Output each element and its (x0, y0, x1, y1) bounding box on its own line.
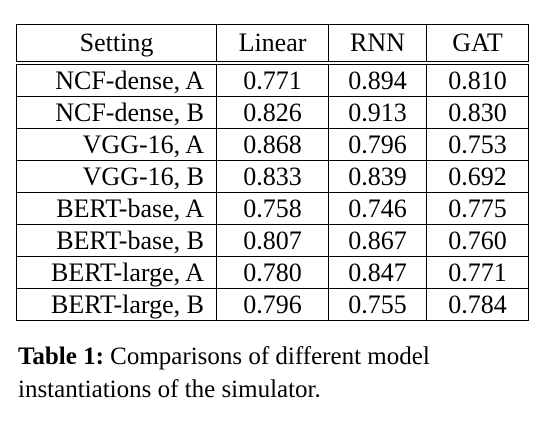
setting-cell: BERT-base, B (16, 224, 217, 257)
value-cell: 0.839 (328, 160, 427, 193)
table-row: VGG-16, B 0.833 0.839 0.692 (16, 160, 529, 193)
setting-cell: VGG-16, A (16, 128, 217, 161)
table-row: BERT-large, B 0.796 0.755 0.784 (16, 288, 529, 321)
header-linear: Linear (216, 24, 329, 65)
value-cell: 0.796 (328, 128, 427, 161)
table-row: BERT-base, B 0.807 0.867 0.760 (16, 224, 529, 257)
value-cell: 0.894 (328, 62, 427, 97)
value-cell: 0.796 (216, 288, 329, 321)
table-caption: Table 1: Comparisons of different model … (18, 340, 530, 406)
value-cell: 0.780 (216, 256, 329, 289)
value-cell: 0.868 (216, 128, 329, 161)
setting-cell: NCF-dense, B (16, 96, 217, 129)
table-row: BERT-base, A 0.758 0.746 0.775 (16, 192, 529, 225)
value-cell: 0.771 (426, 256, 529, 289)
setting-cell: BERT-base, A (16, 192, 217, 225)
value-cell: 0.760 (426, 224, 529, 257)
value-cell: 0.847 (328, 256, 427, 289)
value-cell: 0.830 (426, 96, 529, 129)
value-cell: 0.807 (216, 224, 329, 257)
value-cell: 0.771 (216, 62, 329, 97)
value-cell: 0.758 (216, 192, 329, 225)
header-rnn: RNN (328, 24, 427, 65)
table-row: NCF-dense, B 0.826 0.913 0.830 (16, 96, 529, 129)
caption-text: Comparisons of different model instantia… (18, 343, 430, 403)
results-table-container: Setting Linear RNN GAT NCF-dense, A 0.771… (16, 24, 529, 321)
value-cell: 0.826 (216, 96, 329, 129)
value-cell: 0.753 (426, 128, 529, 161)
table-row: NCF-dense, A 0.771 0.894 0.810 (16, 62, 529, 97)
table-row: BERT-large, A 0.780 0.847 0.771 (16, 256, 529, 289)
value-cell: 0.913 (328, 96, 427, 129)
value-cell: 0.833 (216, 160, 329, 193)
setting-cell: BERT-large, A (16, 256, 217, 289)
table-header-row: Setting Linear RNN GAT (16, 24, 529, 65)
header-setting: Setting (16, 24, 217, 65)
value-cell: 0.746 (328, 192, 427, 225)
caption-label: Table 1: (18, 343, 104, 370)
value-cell: 0.692 (426, 160, 529, 193)
setting-cell: NCF-dense, A (16, 62, 217, 97)
setting-cell: BERT-large, B (16, 288, 217, 321)
value-cell: 0.784 (426, 288, 529, 321)
setting-cell: VGG-16, B (16, 160, 217, 193)
value-cell: 0.775 (426, 192, 529, 225)
value-cell: 0.867 (328, 224, 427, 257)
results-table: Setting Linear RNN GAT NCF-dense, A 0.771… (16, 24, 529, 321)
value-cell: 0.810 (426, 62, 529, 97)
value-cell: 0.755 (328, 288, 427, 321)
header-gat: GAT (426, 24, 529, 65)
table-row: VGG-16, A 0.868 0.796 0.753 (16, 128, 529, 161)
